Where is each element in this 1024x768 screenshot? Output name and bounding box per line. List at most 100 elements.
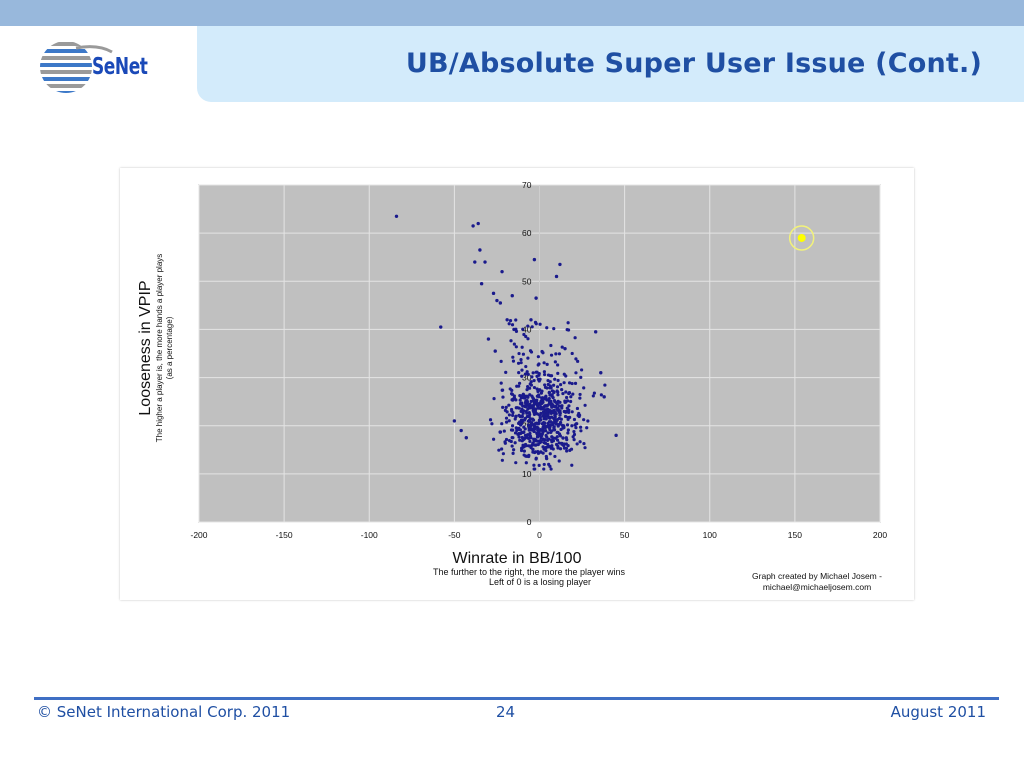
data-point [508,319,513,323]
data-point [559,417,563,421]
data-point [549,374,554,378]
data-point [520,414,524,418]
y-tick-label: 40 [522,324,532,334]
data-point [526,356,530,360]
data-point [547,408,551,412]
data-point [514,461,518,465]
data-point [577,413,582,417]
data-point [522,418,527,422]
credit-line-1: Graph created by Michael Josem - [752,571,882,581]
x-tick-label: -100 [361,530,378,540]
data-point [553,377,557,381]
data-point [536,442,540,447]
data-point [570,381,574,386]
data-point [507,403,511,407]
data-point [504,370,508,374]
data-point [583,403,587,407]
data-point [556,424,560,428]
x-tick-label: 200 [873,530,887,540]
data-point [519,448,524,453]
data-point [537,393,541,397]
data-point [514,398,518,402]
data-points [394,214,618,471]
data-point [532,385,537,390]
data-point [479,281,484,286]
data-point [510,323,515,327]
footer-date: August 2011 [890,703,986,721]
data-point [564,436,568,440]
data-point [517,427,521,431]
data-point [551,439,556,443]
y-tick-label: 60 [522,228,532,238]
data-point [565,449,569,453]
data-point [525,400,530,404]
data-point [521,443,525,447]
data-point [564,400,568,404]
data-point [522,332,526,337]
data-point [520,439,524,443]
data-point [573,336,577,340]
data-point [540,389,544,393]
data-point [520,430,524,435]
data-point [562,442,566,446]
data-point [542,462,546,467]
data-point [566,321,570,325]
data-point [544,394,548,398]
data-point [518,438,522,442]
data-point [549,467,553,471]
data-point [568,448,572,452]
data-point [559,427,563,432]
data-point [556,390,560,394]
data-point [531,450,535,454]
data-point [505,318,509,322]
data-point [556,446,560,450]
x-axis-label: Winrate in BB/100 [453,550,582,567]
y-tick-label: 70 [522,180,532,190]
y-axis-sublabel-2: (as a percentage) [165,316,174,379]
y-tick-label: 20 [522,421,532,431]
data-point [574,371,578,375]
data-point [545,435,549,439]
data-point [473,260,477,264]
data-point [573,381,578,385]
data-point [570,351,574,356]
data-point [536,363,540,367]
data-point [509,407,514,412]
x-tick-label: 0 [537,530,542,540]
data-point [537,372,541,376]
data-point [534,400,539,404]
data-point [500,447,504,451]
data-point [560,388,564,392]
data-point [552,390,556,394]
data-point [574,422,578,426]
credit-line-2: michael@michaeljosem.com [763,582,871,592]
data-point [542,412,546,416]
data-point [529,380,533,384]
data-point [550,404,554,408]
data-point [550,394,554,398]
data-point [516,361,521,365]
x-tick-label: -50 [448,530,461,540]
data-point [534,457,538,461]
data-point [490,422,494,426]
data-point [586,419,590,423]
data-point [559,383,563,387]
data-point [527,428,531,432]
data-point [464,436,468,440]
data-point [532,257,537,262]
data-point [500,458,504,462]
data-point [576,359,580,363]
data-point [548,427,552,432]
x-tick-label: 100 [703,530,717,540]
data-point [541,451,545,455]
x-tick-labels: -200 -150 -100 -50 0 50 100 150 200 [190,530,887,540]
data-point [503,441,507,445]
data-point [519,418,524,422]
data-point [558,434,562,438]
data-point [554,352,558,356]
data-point [511,355,515,359]
data-point [537,406,541,410]
data-point [535,403,539,407]
data-point [554,436,558,440]
data-point [548,444,552,449]
